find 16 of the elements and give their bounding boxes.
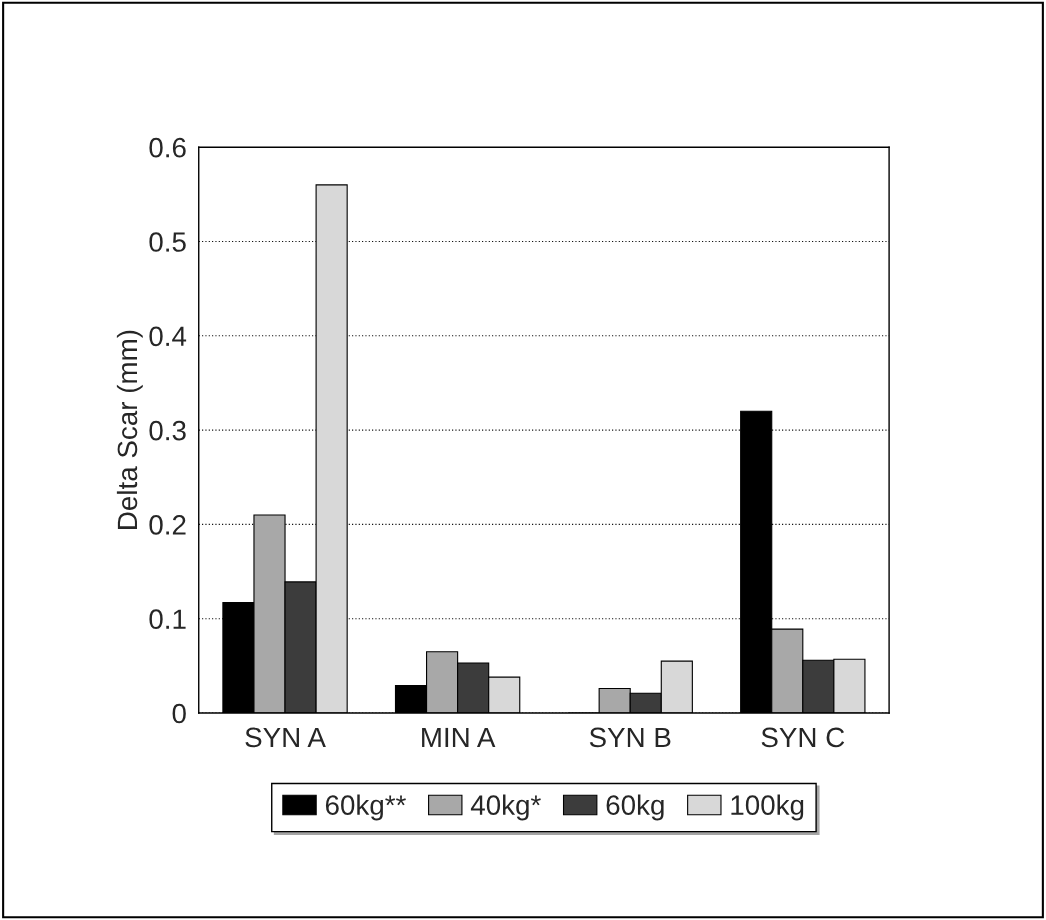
x-tick-label: SYN B	[589, 727, 671, 748]
y-tick-label: 0	[172, 703, 186, 724]
y-tick-label: 0.6	[149, 137, 186, 158]
y-tick-label: 0.3	[149, 420, 186, 441]
legend-label: 100kg	[731, 794, 804, 821]
y-tick-label: 0.2	[149, 515, 186, 535]
y-tick-label: 0.1	[149, 609, 186, 630]
x-tick-label: SYN C	[761, 727, 845, 748]
y-axis-title: Delta Scar (mm)	[116, 330, 143, 529]
y-tick-label: 0.5	[149, 232, 186, 252]
legend-label: 60kg**	[325, 794, 406, 821]
legend-label: 60kg	[606, 794, 664, 821]
x-tick-label: SYN A	[245, 727, 326, 748]
y-tick-label: 0.4	[149, 326, 187, 347]
x-tick-label: MIN A	[422, 727, 496, 748]
legend-label: 40kg*	[470, 794, 541, 821]
